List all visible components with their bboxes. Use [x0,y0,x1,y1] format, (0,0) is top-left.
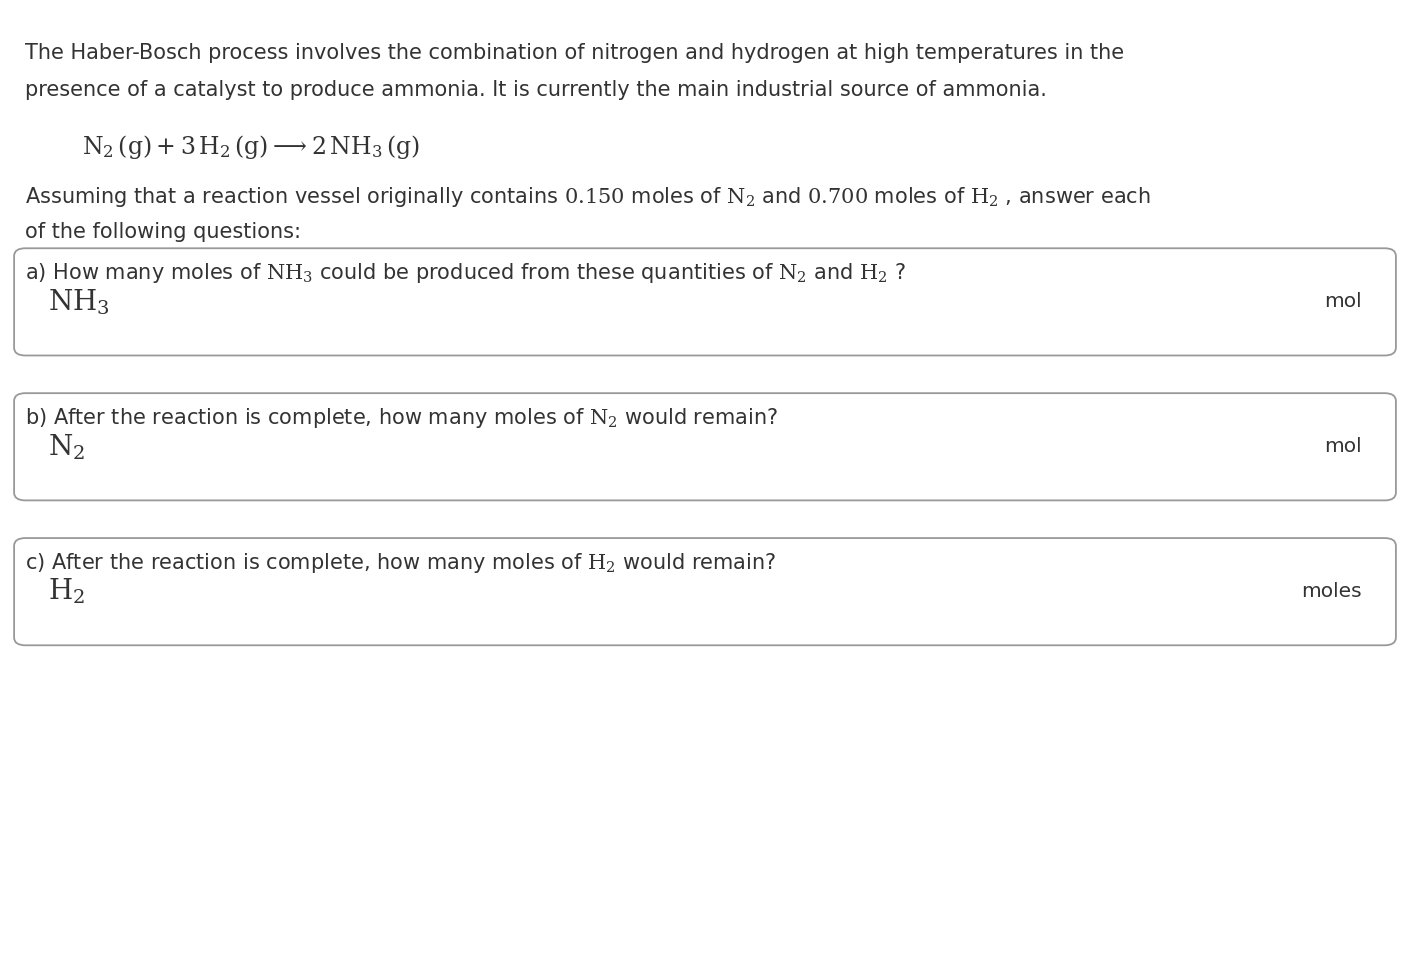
Text: mol: mol [1324,293,1362,311]
Text: $\mathrm{H_2}$: $\mathrm{H_2}$ [48,577,85,607]
FancyBboxPatch shape [14,538,1396,645]
Text: mol: mol [1324,438,1362,456]
Text: b) After the reaction is complete, how many moles of $\mathrm{N_2}$ would remain: b) After the reaction is complete, how m… [25,406,778,430]
Text: moles: moles [1301,582,1362,601]
Text: presence of a catalyst to produce ammonia. It is currently the main industrial s: presence of a catalyst to produce ammoni… [25,80,1048,100]
Text: $\mathrm{NH_3}$: $\mathrm{NH_3}$ [48,287,110,317]
FancyBboxPatch shape [14,248,1396,355]
Text: c) After the reaction is complete, how many moles of $\mathrm{H_2}$ would remain: c) After the reaction is complete, how m… [25,551,777,575]
Text: $\mathrm{N_2}$: $\mathrm{N_2}$ [48,432,85,462]
Text: $\mathrm{N_2\,(g) + 3\,H_2\,(g) \longrightarrow 2\,NH_3\,(g)}$: $\mathrm{N_2\,(g) + 3\,H_2\,(g) \longrig… [82,133,420,161]
Text: The Haber-Bosch process involves the combination of nitrogen and hydrogen at hig: The Haber-Bosch process involves the com… [25,43,1125,64]
Text: Assuming that a reaction vessel originally contains $0.150$ moles of $\mathrm{N_: Assuming that a reaction vessel original… [25,185,1151,210]
Text: of the following questions:: of the following questions: [25,222,302,242]
FancyBboxPatch shape [14,393,1396,500]
Text: a) How many moles of $\mathrm{NH_3}$ could be produced from these quantities of : a) How many moles of $\mathrm{NH_3}$ cou… [25,261,907,285]
